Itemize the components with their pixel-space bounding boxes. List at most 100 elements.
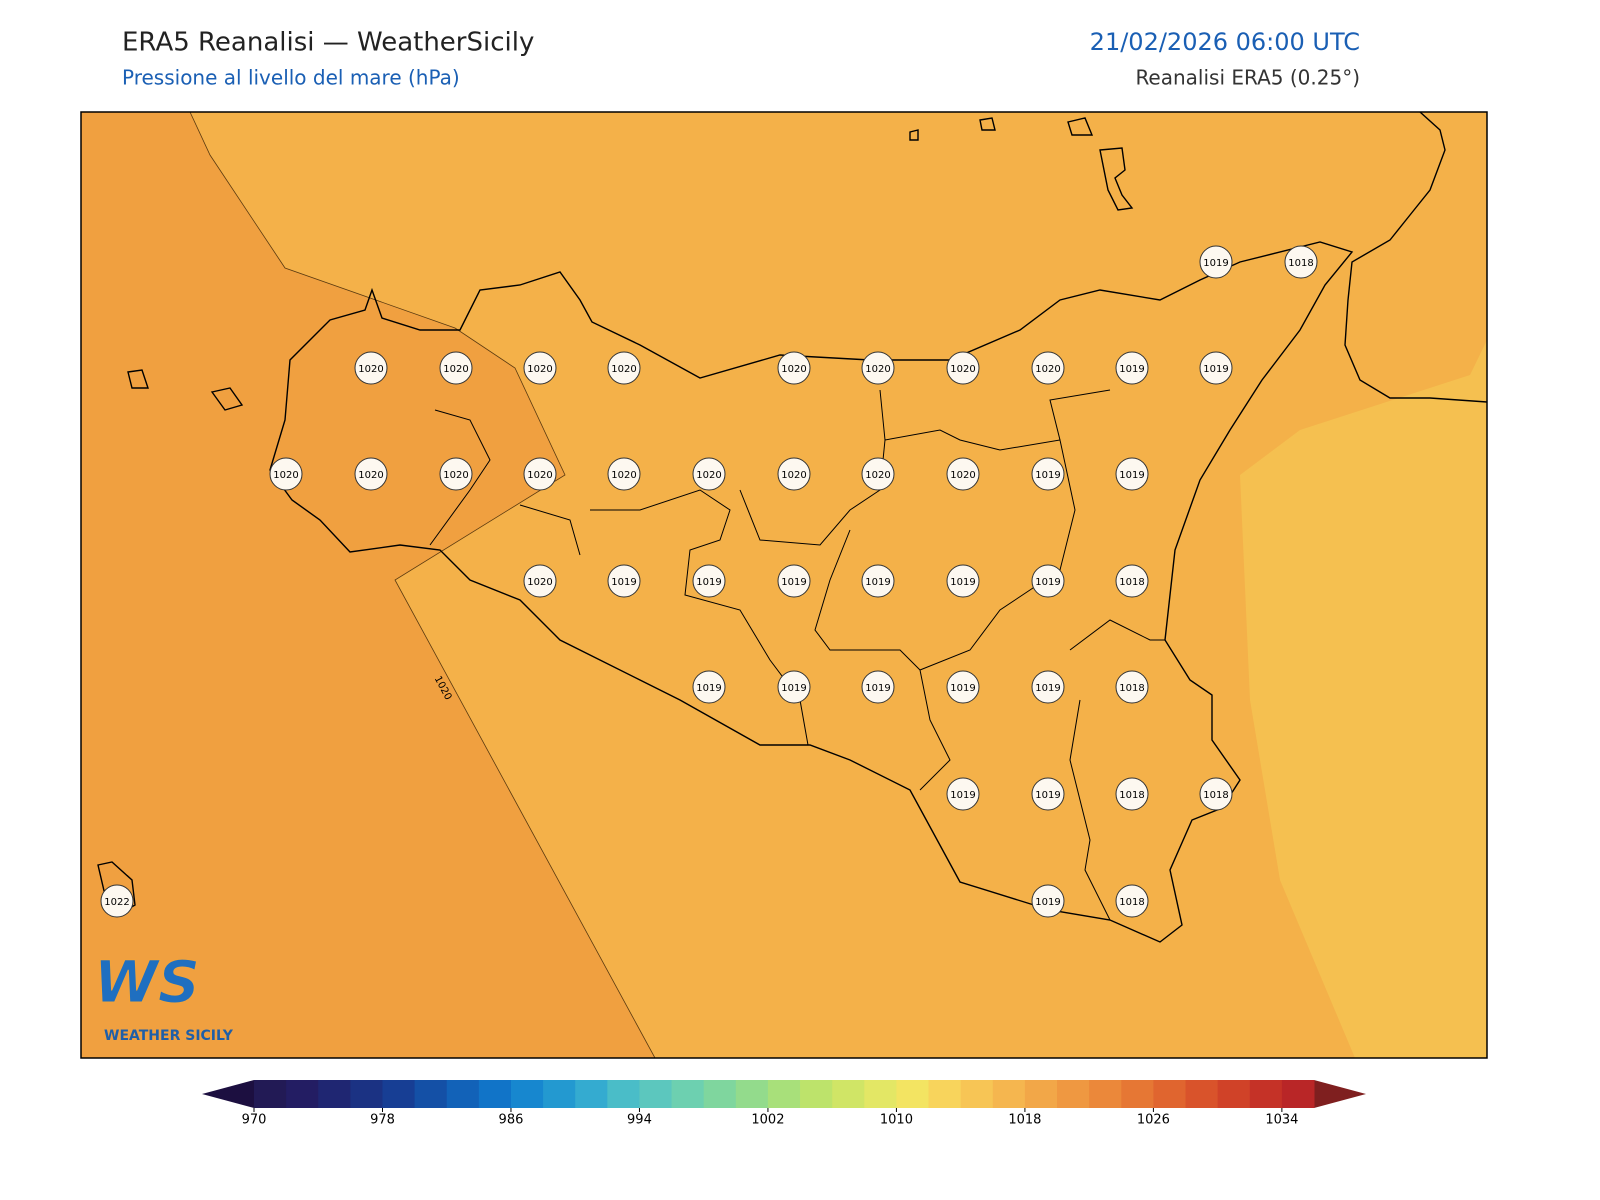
station-marker — [692, 670, 726, 704]
station-marker — [1115, 564, 1149, 598]
colorbar-swatch — [703, 1080, 737, 1108]
colorbar-swatch — [864, 1080, 897, 1108]
station-marker — [1031, 777, 1065, 811]
station-value: 1020 — [443, 364, 468, 375]
station-value: 1020 — [611, 364, 636, 375]
station-marker — [946, 351, 980, 385]
station-value: 1018 — [1203, 790, 1228, 801]
colorbar-swatch — [800, 1080, 833, 1108]
station-value: 1020 — [950, 364, 975, 375]
station-marker — [354, 457, 388, 491]
colorbar-swatch — [1057, 1080, 1090, 1108]
station-value: 1019 — [1119, 364, 1144, 375]
station-value: 1020 — [358, 364, 383, 375]
colorbar-swatch — [896, 1080, 930, 1108]
station-marker — [861, 564, 895, 598]
colorbar-swatch — [671, 1080, 705, 1108]
colorbar-tick-label: 994 — [627, 1113, 652, 1128]
colorbar-extend — [1314, 1080, 1366, 1108]
station-value: 1019 — [950, 790, 975, 801]
station-marker — [861, 457, 895, 491]
colorbar-swatch — [832, 1080, 865, 1108]
station-marker — [439, 457, 473, 491]
colorbar-swatch — [1153, 1080, 1187, 1108]
station-marker — [607, 564, 641, 598]
colorbar-swatch — [1089, 1080, 1122, 1108]
station-marker — [861, 351, 895, 385]
title: ERA5 Reanalisi — WeatherSicily — [122, 28, 534, 58]
station-value: 1020 — [527, 470, 552, 481]
colorbar-swatch — [1024, 1080, 1058, 1108]
station-value: 1020 — [527, 577, 552, 588]
colorbar-swatch — [254, 1080, 287, 1108]
station-marker — [1031, 457, 1065, 491]
colorbar-swatch — [286, 1080, 319, 1108]
colorbar-tick-label: 1018 — [1008, 1113, 1041, 1128]
station-value: 1020 — [950, 470, 975, 481]
colorbar-swatch — [1185, 1080, 1219, 1108]
station-marker — [1115, 884, 1149, 918]
colorbar-swatch — [767, 1080, 801, 1108]
station-marker — [607, 457, 641, 491]
station-marker — [100, 884, 134, 918]
station-value: 1019 — [865, 577, 890, 588]
station-marker — [1031, 670, 1065, 704]
station-marker — [269, 457, 303, 491]
station-marker — [861, 670, 895, 704]
colorbar-swatch — [543, 1080, 576, 1108]
station-marker — [1199, 777, 1233, 811]
colorbar-swatch — [318, 1080, 351, 1108]
station-value: 1020 — [443, 470, 468, 481]
province-border — [429, 389, 1165, 921]
station-marker — [1115, 777, 1149, 811]
colorbar-swatch — [478, 1080, 512, 1108]
station-value: 1019 — [1035, 790, 1060, 801]
station-marker — [1031, 564, 1065, 598]
station-marker — [946, 777, 980, 811]
colorbar-tick-label: 1002 — [751, 1113, 784, 1128]
station-value: 1018 — [1288, 258, 1313, 269]
station-value: 1019 — [1035, 683, 1060, 694]
station-value: 1020 — [1035, 364, 1060, 375]
colorbar-swatch — [350, 1080, 383, 1108]
station-value: 1018 — [1119, 577, 1144, 588]
station-marker — [1199, 245, 1233, 279]
logo: WS WEATHER SICILY — [94, 948, 234, 1045]
station-marker — [777, 564, 811, 598]
station-marker — [692, 457, 726, 491]
colorbar-swatch — [1121, 1080, 1154, 1108]
station-value: 1022 — [104, 897, 129, 908]
station-value: 1019 — [611, 577, 636, 588]
station-value: 1018 — [1119, 790, 1144, 801]
station-value: 1019 — [1035, 577, 1060, 588]
station-marker — [692, 564, 726, 598]
colorbar-tick-label: 986 — [499, 1113, 524, 1128]
station-marker — [354, 351, 388, 385]
station-value: 1019 — [696, 683, 721, 694]
station-marker — [777, 457, 811, 491]
colorbar-tick-label: 1026 — [1137, 1113, 1170, 1128]
station-value: 1020 — [696, 470, 721, 481]
station-marker — [1115, 351, 1149, 385]
station-value: 1019 — [950, 683, 975, 694]
colorbar: 970 978 986 994 1002 1010 1018 1026 1034 — [202, 1080, 1366, 1128]
station-value: 1019 — [1203, 258, 1228, 269]
station-value: 1020 — [611, 470, 636, 481]
colorbar-swatch — [414, 1080, 448, 1108]
logo-mark: WS — [94, 948, 200, 1016]
station-value: 1019 — [950, 577, 975, 588]
colorbar-swatch — [992, 1080, 1026, 1108]
station-marker — [523, 564, 557, 598]
station-marker — [1115, 670, 1149, 704]
source: Reanalisi ERA5 (0.25°) — [1135, 66, 1360, 90]
station-marker — [1284, 245, 1318, 279]
colorbar-swatch — [446, 1080, 480, 1108]
colorbar-swatch — [607, 1080, 640, 1108]
station-value: 1018 — [1119, 897, 1144, 908]
colorbar-tick-label: 1010 — [880, 1113, 913, 1128]
station-value: 1019 — [1203, 364, 1228, 375]
station-value: 1020 — [865, 470, 890, 481]
colorbar-swatch — [928, 1080, 962, 1108]
station-marker — [607, 351, 641, 385]
station-value: 1018 — [1119, 683, 1144, 694]
